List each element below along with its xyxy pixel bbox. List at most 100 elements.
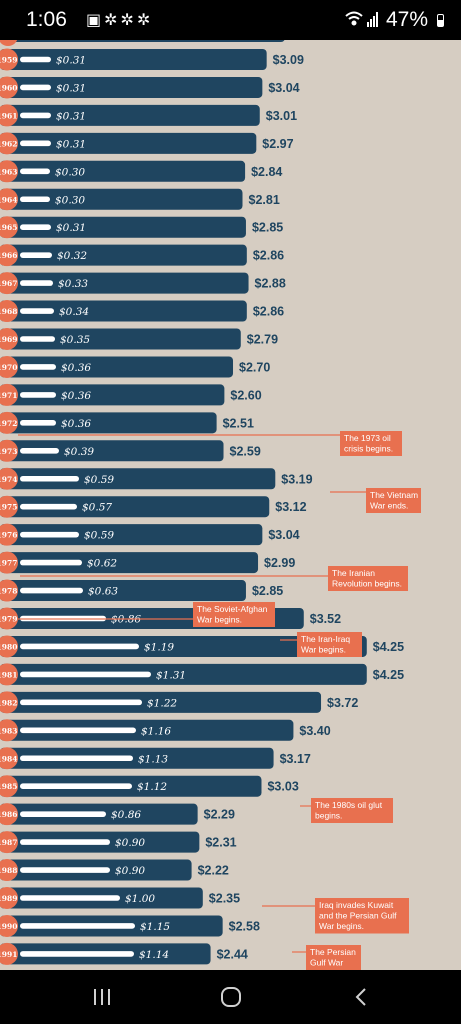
back-icon[interactable] [341, 978, 381, 1016]
nominal-label-1959: $0.31 [56, 55, 86, 67]
status-time: 1:06 [26, 8, 67, 31]
nominal-label-1981: $1.31 [156, 669, 186, 681]
nominal-bar-1980 [20, 643, 139, 650]
value-label-1965: $2.85 [252, 221, 283, 235]
nominal-label-1965: $0.31 [56, 222, 86, 234]
nominal-label-1962: $0.31 [56, 138, 86, 150]
recents-icon[interactable] [82, 978, 122, 1016]
bar-1982 [0, 691, 322, 713]
year-badge-1983 [0, 719, 18, 742]
nominal-bar-1963 [20, 168, 50, 175]
nominal-bar-1977 [20, 559, 82, 566]
value-label-1980: $4.25 [373, 640, 404, 654]
year-label-1991: 1991 [0, 950, 17, 959]
annotation-text-1980: The Iran-Iraq [301, 634, 350, 644]
nominal-label-1964: $0.30 [55, 194, 85, 206]
year-badge-1978 [0, 579, 18, 602]
year-label-1960: 1960 [0, 83, 17, 92]
nominal-bar-1989 [20, 895, 120, 901]
value-label-1976: $3.04 [268, 528, 299, 542]
year-badge-1986 [0, 803, 18, 826]
nominal-bar-1984 [20, 755, 133, 762]
nominal-bar-1967 [20, 280, 53, 286]
value-label-1959: $3.09 [273, 53, 304, 67]
nominal-label-1961: $0.31 [56, 110, 86, 122]
annotation-text-1979: The Soviet-Afghan [197, 604, 268, 614]
value-label-1981: $4.25 [373, 668, 404, 682]
annotation-text-1973: crisis begins. [344, 444, 393, 454]
annotation-box-1973 [340, 431, 402, 456]
year-badge-1961 [0, 104, 18, 127]
bar-1970 [0, 356, 234, 378]
value-label-1975: $3.12 [275, 500, 306, 514]
nominal-bar-1974 [20, 475, 79, 482]
nominal-label-1960: $0.31 [56, 82, 86, 94]
nominal-bar-1961 [20, 112, 51, 119]
nominal-bar-1966 [20, 252, 52, 258]
year-badge-1972 [0, 411, 18, 434]
battery-icon [437, 14, 444, 27]
bar-1984 [0, 747, 274, 769]
year-badge-1990 [0, 914, 18, 937]
nominal-bar-1971 [20, 392, 56, 398]
bar-1962 [0, 132, 257, 154]
year-label-1990: 1990 [0, 922, 17, 931]
value-label-1978: $2.85 [252, 584, 283, 598]
nominal-label-1969: $0.35 [60, 334, 90, 346]
annotation-box-1991 [306, 945, 361, 970]
cellular-signal-icon [367, 12, 378, 27]
nominal-label-1987: $0.90 [115, 837, 145, 849]
year-label-1966: 1966 [0, 251, 17, 260]
year-label-1963: 1963 [0, 167, 17, 176]
year-badge-1976 [0, 523, 18, 546]
value-label-1988: $2.22 [198, 864, 229, 878]
year-badge-1970 [0, 355, 18, 378]
year-label-1967: 1967 [0, 279, 17, 288]
year-badge-1985 [0, 775, 18, 798]
year-badge-1991 [0, 942, 18, 965]
value-label-1961: $3.01 [266, 109, 297, 123]
annotation-text-1986: begins. [315, 811, 342, 821]
year-label-1974: 1974 [0, 475, 17, 484]
value-label-1972: $2.51 [223, 416, 254, 430]
value-label-1985: $3.03 [267, 780, 298, 794]
bar-1983 [0, 719, 294, 741]
nominal-bar-1982 [20, 699, 142, 706]
nominal-label-1970: $0.36 [61, 362, 91, 374]
annotation-box-1975 [366, 488, 421, 513]
battery-level: 47% [386, 8, 429, 31]
wifi-icon [345, 11, 363, 26]
year-badge-1973 [0, 439, 18, 462]
value-label-1977: $2.99 [264, 556, 295, 570]
bar-1963 [0, 160, 246, 182]
nominal-label-1971: $0.36 [61, 390, 91, 402]
bar-partial [0, 40, 285, 42]
year-badge-1960 [0, 76, 18, 99]
year-label-1973: 1973 [0, 447, 17, 456]
bar-1974 [0, 468, 276, 490]
chart-area[interactable]: $0.31 $3.09 1959 $0.31 $3.04 1960 $0.31 $3.01 19… [0, 40, 461, 970]
value-label-1968: $2.86 [253, 305, 284, 319]
nominal-bar-1959 [20, 56, 51, 63]
year-label-1965: 1965 [0, 223, 17, 232]
year-badge-1964 [0, 188, 18, 211]
nominal-bar-1968 [20, 308, 54, 314]
bar-1975 [0, 496, 270, 518]
annotation-box-1979 [193, 602, 275, 627]
annotation-text-1975: War ends. [370, 501, 408, 511]
bar-1968 [0, 300, 247, 322]
pinwheel-icon: ✲ [104, 10, 121, 29]
value-label-1989: $2.35 [209, 892, 240, 906]
year-label-1983: 1983 [0, 726, 17, 735]
nominal-label-1963: $0.30 [55, 166, 85, 178]
value-label-1991: $2.44 [217, 947, 248, 961]
value-label-1966: $2.86 [253, 249, 284, 263]
year-label-1976: 1976 [0, 531, 17, 540]
home-icon[interactable] [211, 978, 251, 1016]
nominal-label-1978: $0.63 [88, 586, 118, 598]
year-label-1970: 1970 [0, 363, 17, 372]
year-badge-1984 [0, 747, 18, 770]
